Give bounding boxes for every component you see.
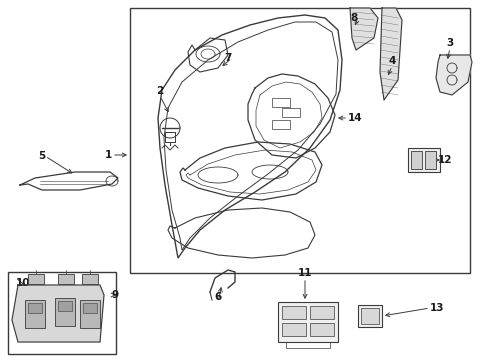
Bar [271,120,289,129]
Bar [8,272,116,354]
Bar [360,308,378,324]
Bar [285,342,329,348]
Bar [278,302,337,342]
Bar [282,323,305,336]
Text: 11: 11 [297,268,312,278]
Text: 5: 5 [38,151,45,161]
Text: 3: 3 [446,38,453,48]
Text: 13: 13 [429,303,444,313]
Bar [407,148,439,172]
Bar [28,303,42,313]
Bar [55,298,75,326]
Text: 9: 9 [112,290,119,300]
Text: 7: 7 [224,53,231,63]
Polygon shape [349,8,377,50]
Bar [83,303,97,313]
Text: 14: 14 [347,113,362,123]
Text: 2: 2 [156,86,163,96]
Polygon shape [379,8,401,100]
Bar [309,323,333,336]
Bar [130,8,469,273]
Text: 4: 4 [387,56,395,66]
Bar [25,300,45,328]
Polygon shape [12,285,104,342]
Bar [357,305,381,327]
Bar [309,306,333,319]
Bar [80,300,100,328]
Bar [58,301,72,311]
Text: 1: 1 [104,150,112,160]
Polygon shape [435,55,471,95]
Text: 6: 6 [214,292,221,302]
Bar [282,306,305,319]
Bar [271,98,289,107]
Text: 10: 10 [16,278,30,288]
Bar [282,108,299,117]
Bar [424,151,435,169]
Text: 12: 12 [437,155,451,165]
Text: 8: 8 [350,13,357,23]
Bar [410,151,421,169]
Bar [28,274,44,284]
Bar [58,274,74,284]
Bar [82,274,98,284]
